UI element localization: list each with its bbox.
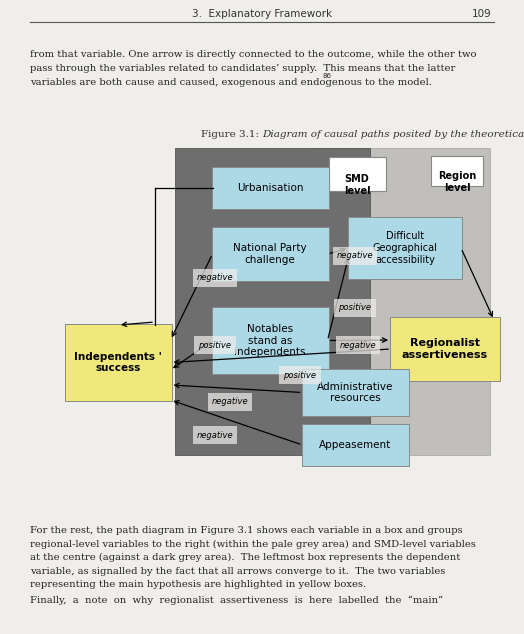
Text: Regionalist
assertiveness: Regionalist assertiveness: [402, 338, 488, 360]
Text: SMD
level: SMD level: [344, 174, 370, 196]
Text: representing the main hypothesis are highlighted in yellow boxes.: representing the main hypothesis are hig…: [30, 580, 366, 589]
Text: 86: 86: [322, 73, 332, 79]
Text: negative: negative: [340, 340, 376, 349]
Text: Figure 3.1:: Figure 3.1:: [201, 130, 262, 139]
Text: at the centre (against a dark grey area).  The leftmost box represents the depen: at the centre (against a dark grey area)…: [30, 553, 460, 562]
Text: Urbanisation: Urbanisation: [237, 183, 303, 193]
Bar: [175, 148, 370, 455]
Text: negative: negative: [196, 430, 233, 439]
FancyBboxPatch shape: [348, 217, 462, 279]
FancyBboxPatch shape: [212, 307, 329, 374]
FancyBboxPatch shape: [212, 227, 329, 281]
Text: Diagram of causal paths posited by the theoretical framework: Diagram of causal paths posited by the t…: [262, 130, 524, 139]
Text: 3.  Explanatory Framework: 3. Explanatory Framework: [192, 9, 332, 19]
FancyBboxPatch shape: [390, 317, 500, 381]
Text: Administrative
resources: Administrative resources: [317, 382, 393, 403]
Text: variables are both cause and caused, exogenous and endogenous to the model.: variables are both cause and caused, exo…: [30, 78, 432, 87]
Text: Difficult
Geographical
accessibility: Difficult Geographical accessibility: [373, 231, 438, 264]
Text: variable, as signalled by the fact that all arrows converge to it.  The two vari: variable, as signalled by the fact that …: [30, 567, 445, 576]
FancyBboxPatch shape: [329, 157, 386, 191]
Text: positive: positive: [283, 370, 316, 380]
Text: negative: negative: [212, 398, 248, 406]
Text: negative: negative: [337, 252, 373, 261]
FancyBboxPatch shape: [64, 324, 171, 401]
FancyBboxPatch shape: [301, 424, 409, 466]
FancyBboxPatch shape: [212, 167, 329, 209]
Text: positive: positive: [339, 304, 372, 313]
Text: 109: 109: [472, 9, 492, 19]
Text: National Party
challenge: National Party challenge: [233, 243, 307, 265]
FancyBboxPatch shape: [431, 156, 483, 186]
Text: positive: positive: [199, 340, 232, 349]
Text: regional-level variables to the right (within the pale grey area) and SMD-level : regional-level variables to the right (w…: [30, 540, 476, 548]
FancyBboxPatch shape: [301, 369, 409, 416]
Bar: [308, 148, 490, 455]
Text: Appeasement: Appeasement: [319, 440, 391, 450]
Text: from that variable. One arrow is directly connected to the outcome, while the ot: from that variable. One arrow is directl…: [30, 50, 476, 59]
Text: Notables
stand as
independents: Notables stand as independents: [234, 324, 305, 357]
Text: negative: negative: [196, 273, 233, 283]
Text: pass through the variables related to candidates’ supply.  This means that the l: pass through the variables related to ca…: [30, 64, 455, 73]
Text: Finally,  a  note  on  why  regionalist  assertiveness  is  here  labelled  the : Finally, a note on why regionalist asser…: [30, 595, 443, 605]
Text: Region
level: Region level: [438, 171, 476, 193]
Text: Independents '
success: Independents ' success: [74, 352, 162, 373]
Text: For the rest, the path diagram in Figure 3.1 shows each variable in a box and gr: For the rest, the path diagram in Figure…: [30, 526, 463, 535]
